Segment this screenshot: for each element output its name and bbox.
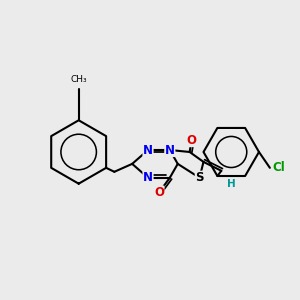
Text: H: H (227, 179, 236, 189)
Text: O: O (154, 186, 164, 199)
Text: N: N (143, 143, 153, 157)
Text: S: S (195, 171, 204, 184)
Text: Cl: Cl (273, 161, 286, 174)
Text: N: N (143, 171, 153, 184)
Text: O: O (187, 134, 196, 147)
Text: CH₃: CH₃ (70, 75, 87, 84)
Text: N: N (165, 143, 175, 157)
